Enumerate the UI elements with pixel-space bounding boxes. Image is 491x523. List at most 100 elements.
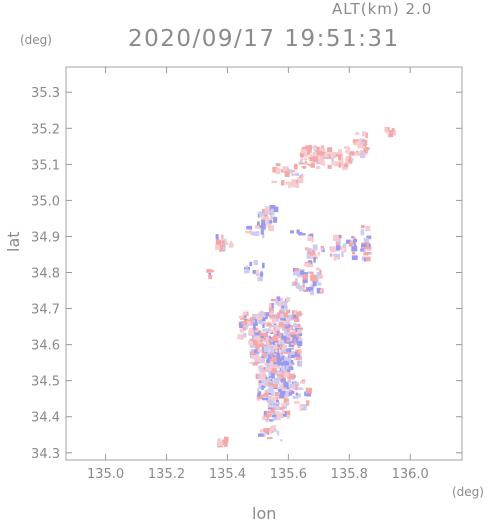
echo-point: [286, 387, 290, 390]
echo-point: [286, 368, 290, 373]
echo-point: [283, 330, 288, 335]
echo-point: [297, 329, 303, 334]
axis-ticks: 135.0 135.2 135.4 135.6 135.8 136.0 34.3 34.4 34…: [31, 67, 462, 482]
echo-point: [271, 302, 274, 309]
echo-point: [261, 385, 264, 390]
echo-point: [302, 283, 305, 289]
echo-point: [307, 235, 313, 241]
echo-point: [271, 380, 276, 385]
echo-point: [275, 314, 281, 319]
echo-point: [286, 314, 293, 320]
echo-point: [300, 404, 303, 407]
echo-point: [257, 221, 260, 227]
echo-point: [216, 236, 219, 241]
echo-point: [309, 154, 314, 158]
echo-point: [261, 358, 265, 363]
echo-point: [281, 409, 285, 414]
echo-point: [269, 338, 275, 341]
echo-point: [290, 351, 295, 357]
echo-point: [297, 340, 303, 346]
echo-point: [245, 230, 251, 234]
echo-point: [294, 355, 298, 361]
echo-point: [327, 147, 333, 153]
echo-point: [288, 318, 293, 321]
echo-point: [308, 286, 314, 292]
echo-point: [275, 163, 281, 167]
echo-point: [273, 405, 277, 409]
echo-point: [268, 372, 271, 377]
echo-point: [310, 284, 315, 288]
echo-point: [221, 240, 225, 244]
echo-point: [273, 361, 277, 365]
echo-point: [346, 146, 351, 150]
echo-point: [264, 392, 269, 396]
echo-point: [316, 146, 320, 152]
echo-point: [271, 212, 275, 216]
echo-point: [266, 337, 269, 341]
echo-point: [276, 330, 280, 336]
echo-point: [319, 148, 326, 154]
echo-point: [272, 384, 278, 388]
echo-point: [224, 441, 228, 447]
echo-point: [253, 324, 256, 331]
echo-point: [302, 166, 307, 169]
echo-point: [363, 139, 368, 145]
echo-point: [267, 344, 271, 349]
echo-point: [302, 277, 308, 284]
echo-point: [350, 158, 354, 162]
echo-point: [297, 323, 301, 328]
echo-point: [320, 162, 324, 165]
echo-point: [348, 159, 353, 164]
echo-point: [266, 365, 270, 369]
echo-point: [291, 173, 294, 176]
echo-point: [273, 414, 278, 421]
echo-point: [318, 274, 323, 277]
echo-point: [314, 274, 320, 279]
echo-point: [315, 161, 322, 165]
echo-point: [341, 251, 344, 257]
echo-point: [255, 336, 261, 342]
echo-point: [288, 389, 293, 393]
echo-point: [279, 390, 285, 397]
y-tick-label: 35.1: [31, 158, 60, 173]
echo-point: [288, 332, 294, 335]
echo-point: [281, 386, 286, 391]
echo-point: [255, 315, 260, 319]
echo-point: [275, 395, 279, 399]
echo-point: [249, 361, 254, 364]
echo-point: [311, 249, 316, 256]
echo-point: [309, 156, 315, 162]
echo-point: [262, 416, 267, 420]
echo-point: [262, 324, 265, 329]
echo-point: [391, 127, 395, 132]
echo-point: [282, 324, 286, 330]
echo-point: [280, 361, 286, 366]
echo-point: [261, 219, 265, 224]
echo-point: [215, 242, 220, 249]
echo-point: [299, 405, 303, 411]
echo-point: [252, 362, 258, 366]
echo-point: [308, 260, 313, 265]
echo-point: [282, 356, 285, 360]
echo-point: [320, 151, 327, 158]
echo-point: [289, 336, 293, 342]
echo-point: [298, 162, 304, 165]
echo-point: [298, 333, 302, 339]
echo-point: [265, 216, 270, 223]
echo-point: [281, 180, 285, 186]
echo-point: [287, 378, 292, 383]
echo-point: [265, 367, 271, 371]
echo-point: [258, 343, 265, 348]
echo-point: [269, 205, 276, 211]
echo-point: [289, 383, 295, 389]
echo-point: [269, 326, 272, 332]
echo-point: [288, 392, 293, 396]
echo-point: [324, 152, 328, 158]
echo-point: [354, 244, 357, 249]
echo-point: [277, 376, 280, 380]
echo-point: [256, 356, 262, 362]
echo-point: [279, 344, 282, 351]
echo-point: [280, 318, 287, 321]
echo-point: [270, 358, 274, 364]
echo-point: [250, 338, 253, 343]
